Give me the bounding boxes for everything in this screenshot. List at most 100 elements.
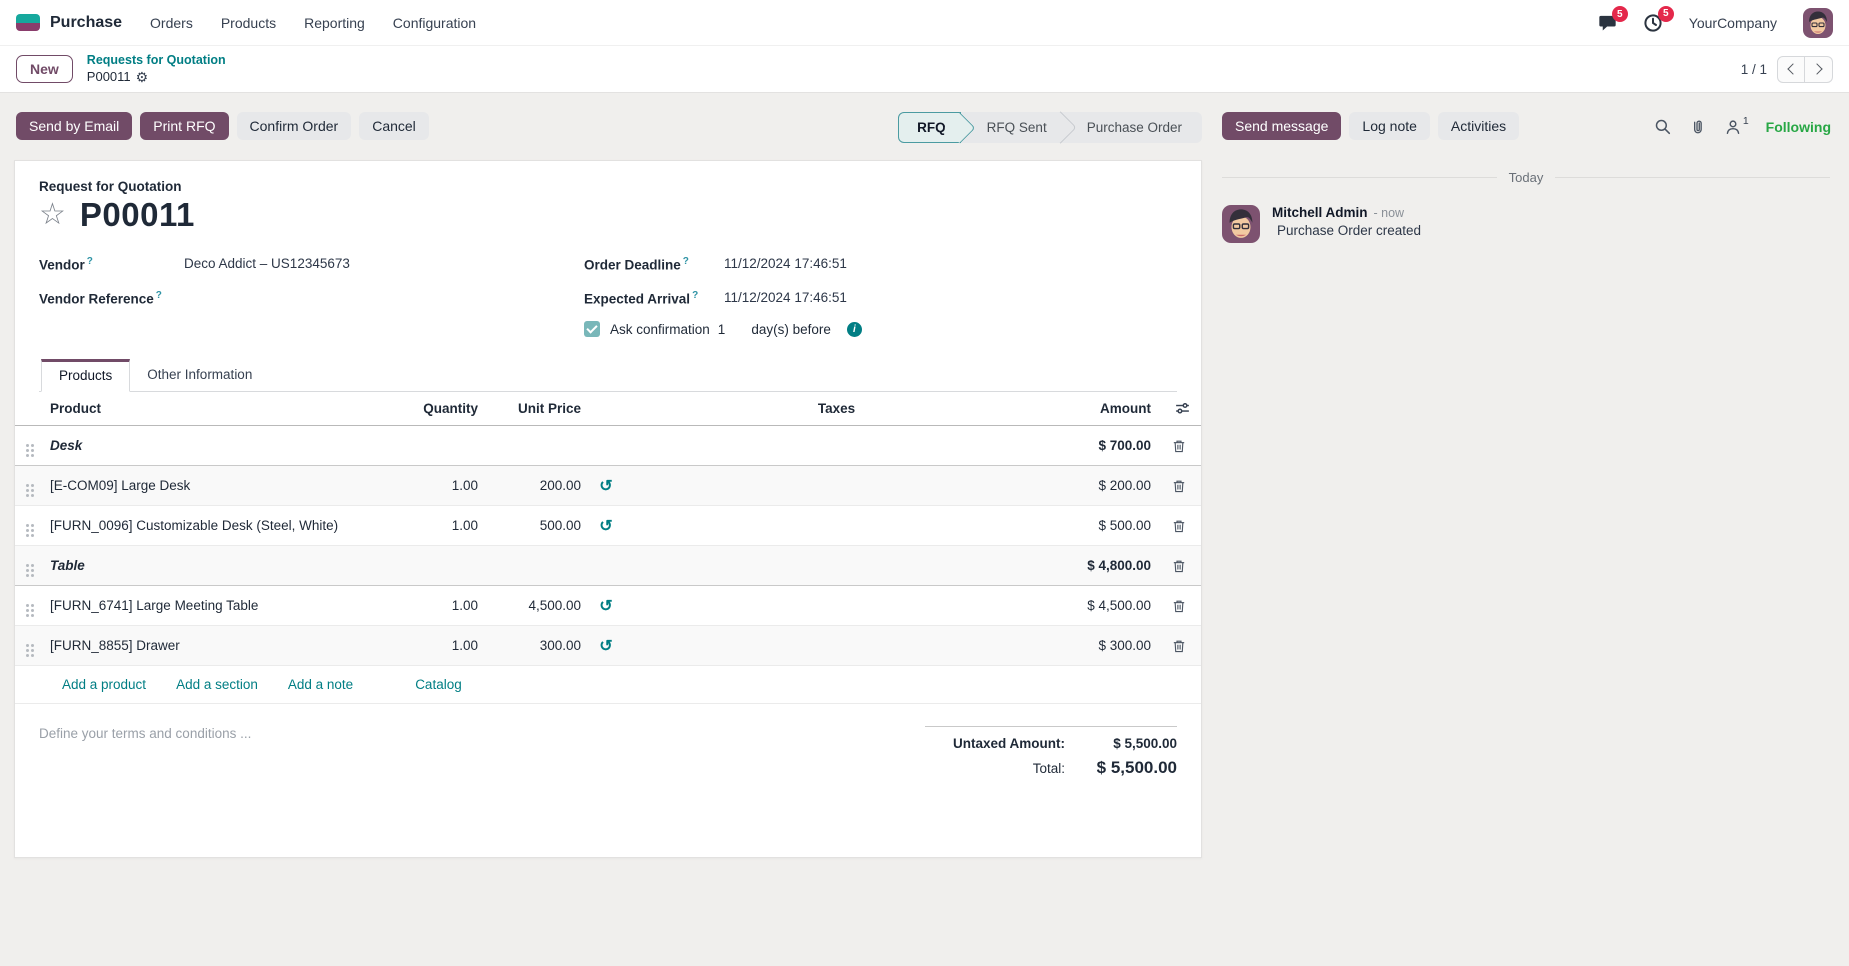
- pager-previous-button[interactable]: [1777, 55, 1805, 83]
- ask-confirmation-suffix: day(s) before: [751, 321, 831, 337]
- row-unit-price[interactable]: 300.00: [539, 638, 581, 653]
- breadcrumb-parent-link[interactable]: Requests for Quotation: [86, 53, 226, 68]
- price-history-icon[interactable]: ↺: [599, 517, 613, 535]
- row-quantity[interactable]: 1.00: [451, 598, 478, 613]
- send-by-email-button[interactable]: Send by Email: [16, 112, 133, 140]
- table-row-product[interactable]: [FURN_0096] Customizable Desk (Steel, Wh…: [15, 506, 1201, 546]
- row-product-name[interactable]: [FURN_8855] Drawer: [50, 638, 180, 653]
- add-a-section-link[interactable]: Add a section: [176, 677, 258, 692]
- tab-other-information[interactable]: Other Information: [147, 367, 253, 382]
- followers-icon[interactable]: 1: [1724, 115, 1749, 136]
- favorite-star-icon[interactable]: ☆: [39, 198, 66, 231]
- document-type-label: Request for Quotation: [39, 179, 182, 194]
- optional-columns-icon[interactable]: [1155, 400, 1203, 417]
- status-step-label: Purchase Order: [1086, 120, 1182, 135]
- ask-confirmation-checkbox[interactable]: [584, 321, 600, 337]
- attachments-paperclip-icon[interactable]: [1689, 118, 1707, 136]
- record-actions-gear-icon[interactable]: ⚙: [135, 68, 149, 85]
- row-product-name[interactable]: [E-COM09] Large Desk: [50, 478, 191, 493]
- row-quantity[interactable]: 1.00: [451, 638, 478, 653]
- app-name[interactable]: Purchase: [50, 13, 123, 31]
- drag-handle-icon[interactable]: [15, 524, 45, 527]
- expected-arrival-label: Expected Arrival?: [584, 289, 699, 307]
- section-name[interactable]: Desk: [50, 438, 83, 453]
- terms-and-conditions-input[interactable]: Define your terms and conditions ...: [39, 726, 252, 741]
- table-row-product[interactable]: [E-COM09] Large Desk 1.00 200.00 ↺ $ 200…: [15, 466, 1201, 506]
- message-content: Mitchell Admin - now Purchase Order crea…: [1272, 205, 1421, 243]
- table-row-product[interactable]: [FURN_8855] Drawer 1.00 300.00 ↺ $ 300.0…: [15, 626, 1201, 666]
- messages-icon[interactable]: 5: [1598, 6, 1628, 32]
- table-row-section[interactable]: Desk $ 700.00: [15, 426, 1201, 466]
- drag-handle-icon[interactable]: [15, 444, 45, 447]
- pager-next-button[interactable]: [1805, 55, 1833, 83]
- menu-reporting[interactable]: Reporting: [304, 14, 365, 31]
- status-step-label: RFQ Sent: [986, 120, 1047, 135]
- status-bar: RFQ RFQ Sent Purchase Order: [898, 111, 1202, 144]
- message-time: - now: [1373, 206, 1405, 220]
- delete-row-icon[interactable]: [1155, 558, 1203, 574]
- price-history-icon[interactable]: ↺: [599, 637, 613, 655]
- row-unit-price[interactable]: 200.00: [539, 478, 581, 493]
- notebook-tabs: Products Other Information: [39, 359, 1177, 392]
- activities-button[interactable]: Activities: [1437, 112, 1520, 140]
- delete-row-icon[interactable]: [1155, 518, 1203, 534]
- status-step-label: RFQ: [917, 120, 946, 135]
- table-row-section[interactable]: Table $ 4,800.00: [15, 546, 1201, 586]
- vendor-field[interactable]: Deco Addict – US12345673: [184, 256, 350, 271]
- tab-products[interactable]: Products: [41, 359, 131, 392]
- row-unit-price[interactable]: 4,500.00: [528, 598, 581, 613]
- row-product-name[interactable]: [FURN_0096] Customizable Desk (Steel, Wh…: [50, 518, 339, 533]
- log-note-button[interactable]: Log note: [1349, 112, 1430, 140]
- message-author: Mitchell Admin: [1272, 205, 1368, 220]
- table-row-product[interactable]: [FURN_6741] Large Meeting Table 1.00 4,5…: [15, 586, 1201, 626]
- price-history-icon[interactable]: ↺: [599, 597, 613, 615]
- new-button[interactable]: New: [16, 55, 73, 83]
- row-quantity[interactable]: 1.00: [451, 518, 478, 533]
- row-amount: $ 4,500.00: [1087, 598, 1151, 613]
- follower-count: 1: [1742, 115, 1749, 127]
- drag-handle-icon[interactable]: [15, 644, 45, 647]
- row-amount: $ 200.00: [1098, 478, 1151, 493]
- expected-arrival-field[interactable]: 11/12/2024 17:46:51: [724, 289, 847, 305]
- delete-row-icon[interactable]: [1155, 438, 1203, 454]
- ask-confirmation-days-input[interactable]: 1: [717, 321, 726, 337]
- row-product-name[interactable]: [FURN_6741] Large Meeting Table: [50, 598, 259, 613]
- help-icon: ?: [86, 256, 93, 267]
- catalog-link[interactable]: Catalog: [415, 677, 462, 692]
- row-unit-price[interactable]: 500.00: [539, 518, 581, 533]
- menu-products[interactable]: Products: [220, 14, 277, 31]
- activities-badge: 5: [1657, 5, 1674, 22]
- price-history-icon[interactable]: ↺: [599, 477, 613, 495]
- user-avatar[interactable]: [1803, 7, 1833, 38]
- add-a-note-link[interactable]: Add a note: [287, 677, 354, 692]
- company-switcher[interactable]: YourCompany: [1688, 14, 1777, 31]
- status-step-rfq-sent[interactable]: RFQ Sent: [961, 112, 1061, 143]
- print-rfq-button[interactable]: Print RFQ: [140, 112, 229, 140]
- drag-handle-icon[interactable]: [15, 484, 45, 487]
- delete-row-icon[interactable]: [1155, 638, 1203, 654]
- form-action-buttons: Send by Email Print RFQ Confirm Order Ca…: [16, 112, 429, 140]
- drag-handle-icon[interactable]: [15, 604, 45, 607]
- row-quantity[interactable]: 1.00: [451, 478, 478, 493]
- section-name[interactable]: Table: [50, 558, 85, 573]
- menu-orders[interactable]: Orders: [150, 14, 193, 31]
- confirm-order-button[interactable]: Confirm Order: [236, 112, 352, 140]
- status-step-rfq[interactable]: RFQ: [898, 111, 976, 144]
- field-group: Vendor? Deco Addict – US12345673 Order D…: [39, 256, 1177, 337]
- row-amount: $ 300.00: [1098, 638, 1151, 653]
- following-toggle[interactable]: Following: [1765, 119, 1831, 135]
- delete-row-icon[interactable]: [1155, 598, 1203, 614]
- menu-configuration[interactable]: Configuration: [392, 14, 477, 31]
- send-message-button[interactable]: Send message: [1222, 112, 1342, 140]
- chatter-buttons: Send message Log note Activities: [1222, 112, 1520, 140]
- order-deadline-field[interactable]: 11/12/2024 17:46:51: [724, 256, 847, 271]
- delete-row-icon[interactable]: [1155, 478, 1203, 494]
- activities-clock-icon[interactable]: 5: [1643, 5, 1674, 33]
- add-a-product-link[interactable]: Add a product: [62, 677, 147, 692]
- drag-handle-icon[interactable]: [15, 564, 45, 567]
- status-step-purchase-order[interactable]: Purchase Order: [1061, 112, 1202, 143]
- cancel-button[interactable]: Cancel: [359, 112, 429, 140]
- date-divider-label: Today: [1508, 170, 1544, 185]
- search-messages-icon[interactable]: [1654, 118, 1672, 136]
- app-logo-icon[interactable]: [16, 14, 40, 31]
